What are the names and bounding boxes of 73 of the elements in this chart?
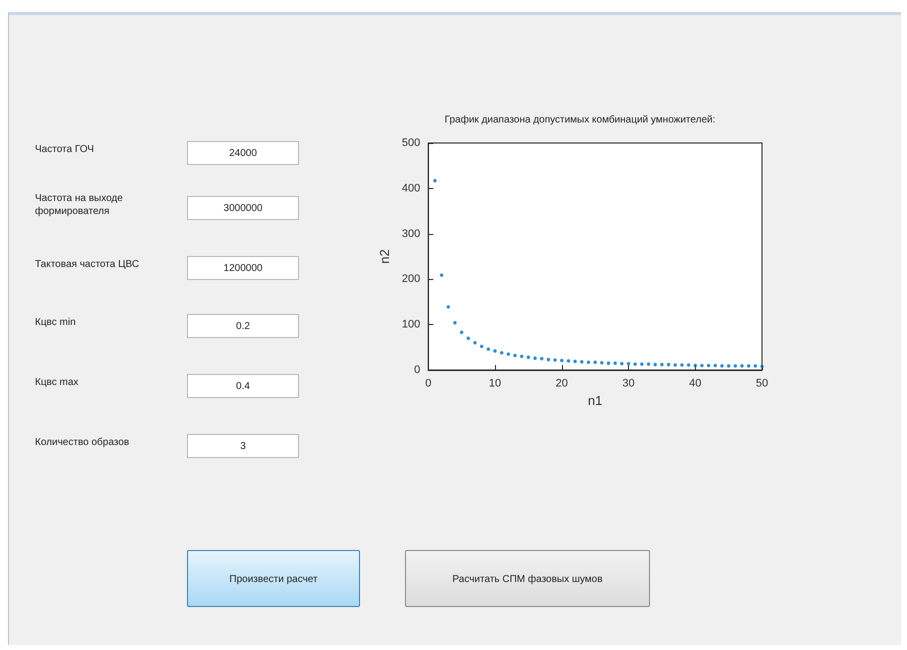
point: [533, 356, 537, 360]
point: [700, 364, 704, 368]
point: [446, 305, 450, 309]
text: 3: [187, 434, 299, 458]
point: [734, 364, 738, 368]
text: Кцвс min: [35, 316, 77, 329]
y-tick-label: 0: [414, 364, 420, 376]
point: [486, 347, 490, 351]
text: 0.2: [187, 314, 299, 338]
point: [680, 363, 684, 367]
point: [633, 362, 637, 366]
text: Количество образов: [35, 436, 130, 449]
point: [754, 364, 758, 368]
point: [453, 321, 457, 325]
point: [540, 356, 544, 360]
point: [726, 364, 730, 368]
point: [660, 362, 664, 366]
point: [573, 360, 577, 364]
y-tick-label: 500: [402, 137, 420, 149]
point: [526, 356, 530, 360]
y-tick-label: 300: [402, 228, 420, 240]
text: 1200000: [187, 256, 299, 280]
point: [460, 330, 464, 334]
text: Произвести расчет: [187, 550, 360, 607]
chart-title: График диапазона допустимых комбинаций умножителей:: [444, 114, 716, 126]
text: 3000000: [187, 196, 299, 220]
point: [600, 360, 604, 364]
point: [613, 361, 617, 365]
text: 24000: [187, 141, 299, 165]
x-tick-label: 30: [622, 378, 635, 390]
point: [694, 364, 697, 368]
point: [746, 364, 750, 368]
point: [546, 358, 550, 362]
text: Частота ГОЧ: [35, 143, 95, 156]
point: [466, 336, 470, 340]
y-tick-label: 200: [402, 273, 420, 286]
point: [673, 363, 677, 367]
text: Расчитать СПМ фазовых шумов: [405, 550, 650, 607]
point: [740, 364, 744, 368]
x-tick-label: 20: [556, 378, 568, 390]
point: [646, 362, 650, 366]
point: [720, 364, 724, 368]
point: [500, 351, 504, 354]
x-tick-label: 50: [756, 378, 768, 390]
point: [520, 354, 524, 358]
point: [586, 360, 590, 364]
point: [653, 362, 657, 366]
y-tick-label: 400: [402, 182, 420, 194]
point: [566, 359, 570, 363]
point: [580, 360, 584, 364]
point: [593, 360, 597, 364]
point: [506, 352, 510, 356]
text: 0.4: [187, 374, 299, 398]
point: [706, 364, 710, 368]
point: [640, 362, 644, 366]
point: [714, 364, 718, 368]
text: Тактовая частота ЦВС: [35, 258, 140, 271]
point: [560, 358, 564, 362]
x-tick-label: 10: [488, 378, 502, 390]
text: Частота на выходе формирователя: [35, 192, 124, 218]
point: [440, 273, 444, 277]
x-axis-title: n1: [588, 393, 602, 408]
text: Кцвс max: [35, 376, 80, 389]
x-tick-label: 40: [689, 378, 702, 390]
y-tick-label: 100: [402, 318, 420, 331]
point: [606, 361, 610, 365]
point: [433, 178, 437, 182]
point: [626, 362, 630, 366]
y-axis-title: n2: [377, 249, 392, 264]
x-tick-label: 0: [425, 378, 432, 390]
point: [480, 344, 484, 348]
point: [620, 362, 624, 366]
point: [473, 341, 477, 345]
